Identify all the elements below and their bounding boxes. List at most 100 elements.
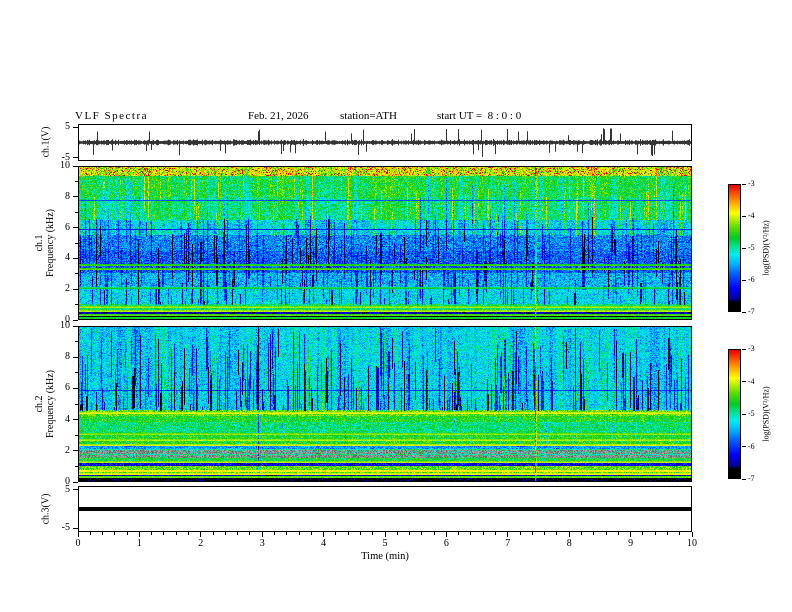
ch1-freq-major-tick: [73, 165, 78, 167]
x-minor-tick: [519, 532, 521, 535]
x-minor-tick: [396, 532, 398, 535]
cb1-tick-label: -4: [748, 211, 755, 220]
ch2-freq-minor-tick: [75, 372, 78, 374]
x-minor-tick: [347, 532, 349, 535]
ch1-spectrogram-canvas: [79, 167, 691, 319]
x-minor-tick: [224, 532, 226, 535]
ch2-freq-major-tick: [73, 450, 78, 452]
x-minor-tick: [666, 532, 668, 535]
ch1-freq-tick-label: 6: [65, 221, 70, 233]
x-major-tick: [200, 532, 202, 537]
ch1-freq-tick-label: 0: [65, 314, 70, 325]
ch1-freq-tick-label: 2: [65, 283, 70, 295]
ch2-freq-minor-tick: [75, 341, 78, 343]
x-minor-tick: [642, 532, 644, 535]
ch2-spectrogram-panel: [78, 326, 692, 482]
ch1-freq-minor-tick: [75, 211, 78, 213]
ch2-freq-major-tick: [73, 387, 78, 389]
cb1-tick-label: -6: [748, 275, 755, 284]
x-minor-tick: [286, 532, 288, 535]
ch2-freq-minor-tick: [75, 403, 78, 405]
ch1-colorbar-canvas: [729, 185, 740, 311]
ch2-freq-major-tick: [73, 325, 78, 327]
ch1-freq-major-tick: [73, 196, 78, 198]
x-minor-tick: [470, 532, 472, 535]
ch1-freq-minor-tick: [75, 304, 78, 306]
x-minor-tick: [605, 532, 607, 535]
cb2-tick-label: -6: [748, 441, 755, 451]
cb2-tick: [742, 348, 746, 350]
x-tick-label: 3: [259, 538, 265, 549]
ch2-freq-major-tick: [73, 481, 78, 483]
ch2-spectrogram-canvas: [79, 327, 691, 481]
x-tick-label: 2: [198, 538, 204, 549]
ch2-freq-tick-label: 0: [65, 476, 70, 487]
cb1-tick: [742, 183, 746, 185]
x-major-tick: [507, 532, 509, 537]
ch1-freq-major-tick: [73, 319, 78, 321]
cb2-tick: [742, 413, 746, 415]
ch2-freq-tick-label: 2: [65, 444, 70, 456]
x-tick-label: 5: [382, 538, 388, 549]
ch1-volt-tick: [73, 157, 78, 159]
x-major-tick: [323, 532, 325, 537]
ch3-volt-tick: [73, 527, 78, 529]
x-minor-tick: [89, 532, 91, 535]
x-minor-tick: [556, 532, 558, 535]
x-minor-tick: [421, 532, 423, 535]
cb1-tick-label: -7: [748, 307, 755, 316]
x-minor-tick: [249, 532, 251, 535]
figure-title: VLF Spectra: [75, 110, 149, 122]
x-minor-tick: [188, 532, 190, 535]
ch1-freq-major-tick: [73, 257, 78, 259]
x-tick-label: 8: [566, 538, 572, 549]
x-minor-tick: [114, 532, 116, 535]
x-major-tick: [138, 532, 140, 537]
ch1-freq-tick-label: 4: [65, 252, 70, 264]
ch2-channel-label: ch.2: [34, 395, 45, 413]
x-minor-tick: [482, 532, 484, 535]
ch2-freq-tick-label: 4: [65, 413, 70, 425]
ch1-volt-tick-label: -5: [61, 151, 70, 163]
ch2-freq-tick-label: 8: [65, 351, 70, 363]
cb1-tick-label: -5: [748, 243, 755, 252]
ch1-freq-minor-tick: [75, 242, 78, 244]
x-minor-tick: [580, 532, 582, 535]
x-minor-tick: [273, 532, 275, 535]
ch1-volt-tick: [73, 126, 78, 128]
x-minor-tick: [593, 532, 595, 535]
ch1-freq-minor-tick: [75, 180, 78, 182]
x-minor-tick: [298, 532, 300, 535]
x-minor-tick: [126, 532, 128, 535]
x-tick-label: 10: [687, 538, 697, 549]
x-tick-label: 0: [75, 538, 81, 549]
x-minor-tick: [617, 532, 619, 535]
x-minor-tick: [359, 532, 361, 535]
ch2-freq-major-tick: [73, 419, 78, 421]
cb1-tick: [742, 279, 746, 281]
x-minor-tick: [409, 532, 411, 535]
ch3-volt-tick-label: 5: [65, 483, 70, 495]
x-tick-label: 6: [443, 538, 449, 549]
ch1-colorbar: [728, 184, 741, 312]
cb1-tick-label: -3: [748, 179, 755, 188]
cb2-tick-label: -5: [748, 409, 755, 418]
x-minor-tick: [163, 532, 165, 535]
ch1-frequency-label: Frequency (kHz): [45, 208, 56, 278]
x-minor-tick: [335, 532, 337, 535]
cb2-tick: [742, 478, 746, 480]
x-minor-tick: [212, 532, 214, 535]
ch3-voltage-panel: [78, 486, 692, 532]
cb1-tick: [742, 215, 746, 217]
ch1-freq-tick-label: 8: [65, 190, 70, 202]
ch1-freq-tick-label: 10: [60, 160, 70, 171]
x-minor-tick: [237, 532, 239, 535]
ch1-freq-minor-tick: [75, 273, 78, 275]
cb2-tick: [742, 381, 746, 382]
x-major-tick: [384, 532, 386, 537]
ch3-voltage-axis-label-text: ch.3(V): [40, 493, 52, 525]
x-tick-label: 9: [628, 538, 634, 549]
x-minor-tick: [544, 532, 546, 535]
x-minor-tick: [372, 532, 374, 535]
